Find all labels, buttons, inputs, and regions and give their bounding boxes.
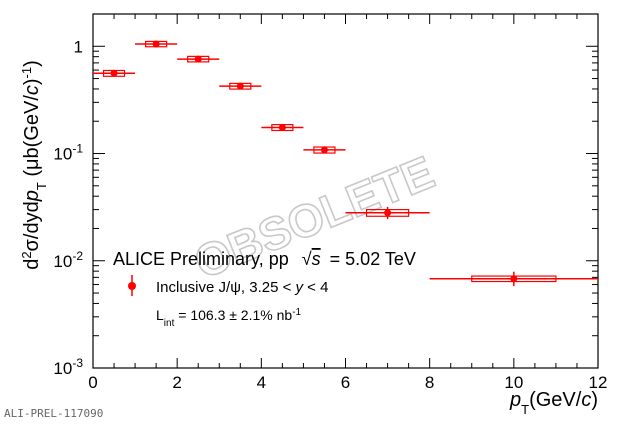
- point-marker: [110, 69, 118, 77]
- legend-marker: [128, 275, 136, 296]
- energy-s: s: [312, 249, 321, 269]
- y-tick-label: 1: [74, 37, 83, 56]
- x-tick-label: 8: [425, 373, 434, 392]
- data-point: [303, 146, 346, 154]
- legend-series-label: Inclusive J/ψ, 3.25 < y < 4: [156, 279, 328, 296]
- experiment-name: ALICE Preliminary, pp: [113, 249, 289, 269]
- data-point: [429, 271, 598, 287]
- point-marker: [152, 40, 160, 48]
- data-point: [219, 82, 262, 90]
- point-marker: [384, 209, 392, 217]
- data-point: [177, 55, 220, 63]
- point-marker: [320, 146, 328, 154]
- y-tick-label: 10-1: [53, 142, 83, 164]
- data-point: [93, 69, 136, 77]
- x-tick-label: 10: [504, 373, 523, 392]
- x-tick-label: 12: [589, 373, 608, 392]
- experiment-label: ALICE Preliminary, pp √s = 5.02 TeV: [113, 249, 416, 269]
- x-axis-label: pT(GeV/c): [509, 389, 598, 417]
- point-marker: [510, 275, 518, 283]
- y-tick-label: 10-2: [53, 249, 83, 271]
- data-point: [135, 40, 178, 48]
- point-marker: [278, 123, 286, 131]
- x-tick-label: 6: [341, 373, 350, 392]
- data-point: [345, 206, 430, 220]
- energy-sqrt: √: [302, 249, 312, 269]
- x-tick-label: 0: [88, 373, 97, 392]
- point-marker: [236, 82, 244, 90]
- footer-id: ALI-PREL-117090: [4, 407, 103, 420]
- data-series: [93, 40, 598, 287]
- luminosity-label: Lint = 106.3 ± 2.1% nb-1: [156, 307, 302, 329]
- y-tick-label: 10-3: [53, 356, 83, 378]
- y-axis-label: d2σ/dydpT (μb(GeV/c)-1): [19, 60, 49, 270]
- x-axis-ticks: 0 2 4 6 8 10 12: [88, 14, 607, 392]
- x-tick-label: 4: [257, 373, 266, 392]
- data-point: [261, 123, 304, 132]
- energy-value: = 5.02 TeV: [330, 249, 416, 269]
- point-marker: [194, 55, 202, 63]
- y-axis-ticks: 10-3 10-2 10-1 1: [53, 13, 598, 378]
- x-tick-label: 2: [172, 373, 181, 392]
